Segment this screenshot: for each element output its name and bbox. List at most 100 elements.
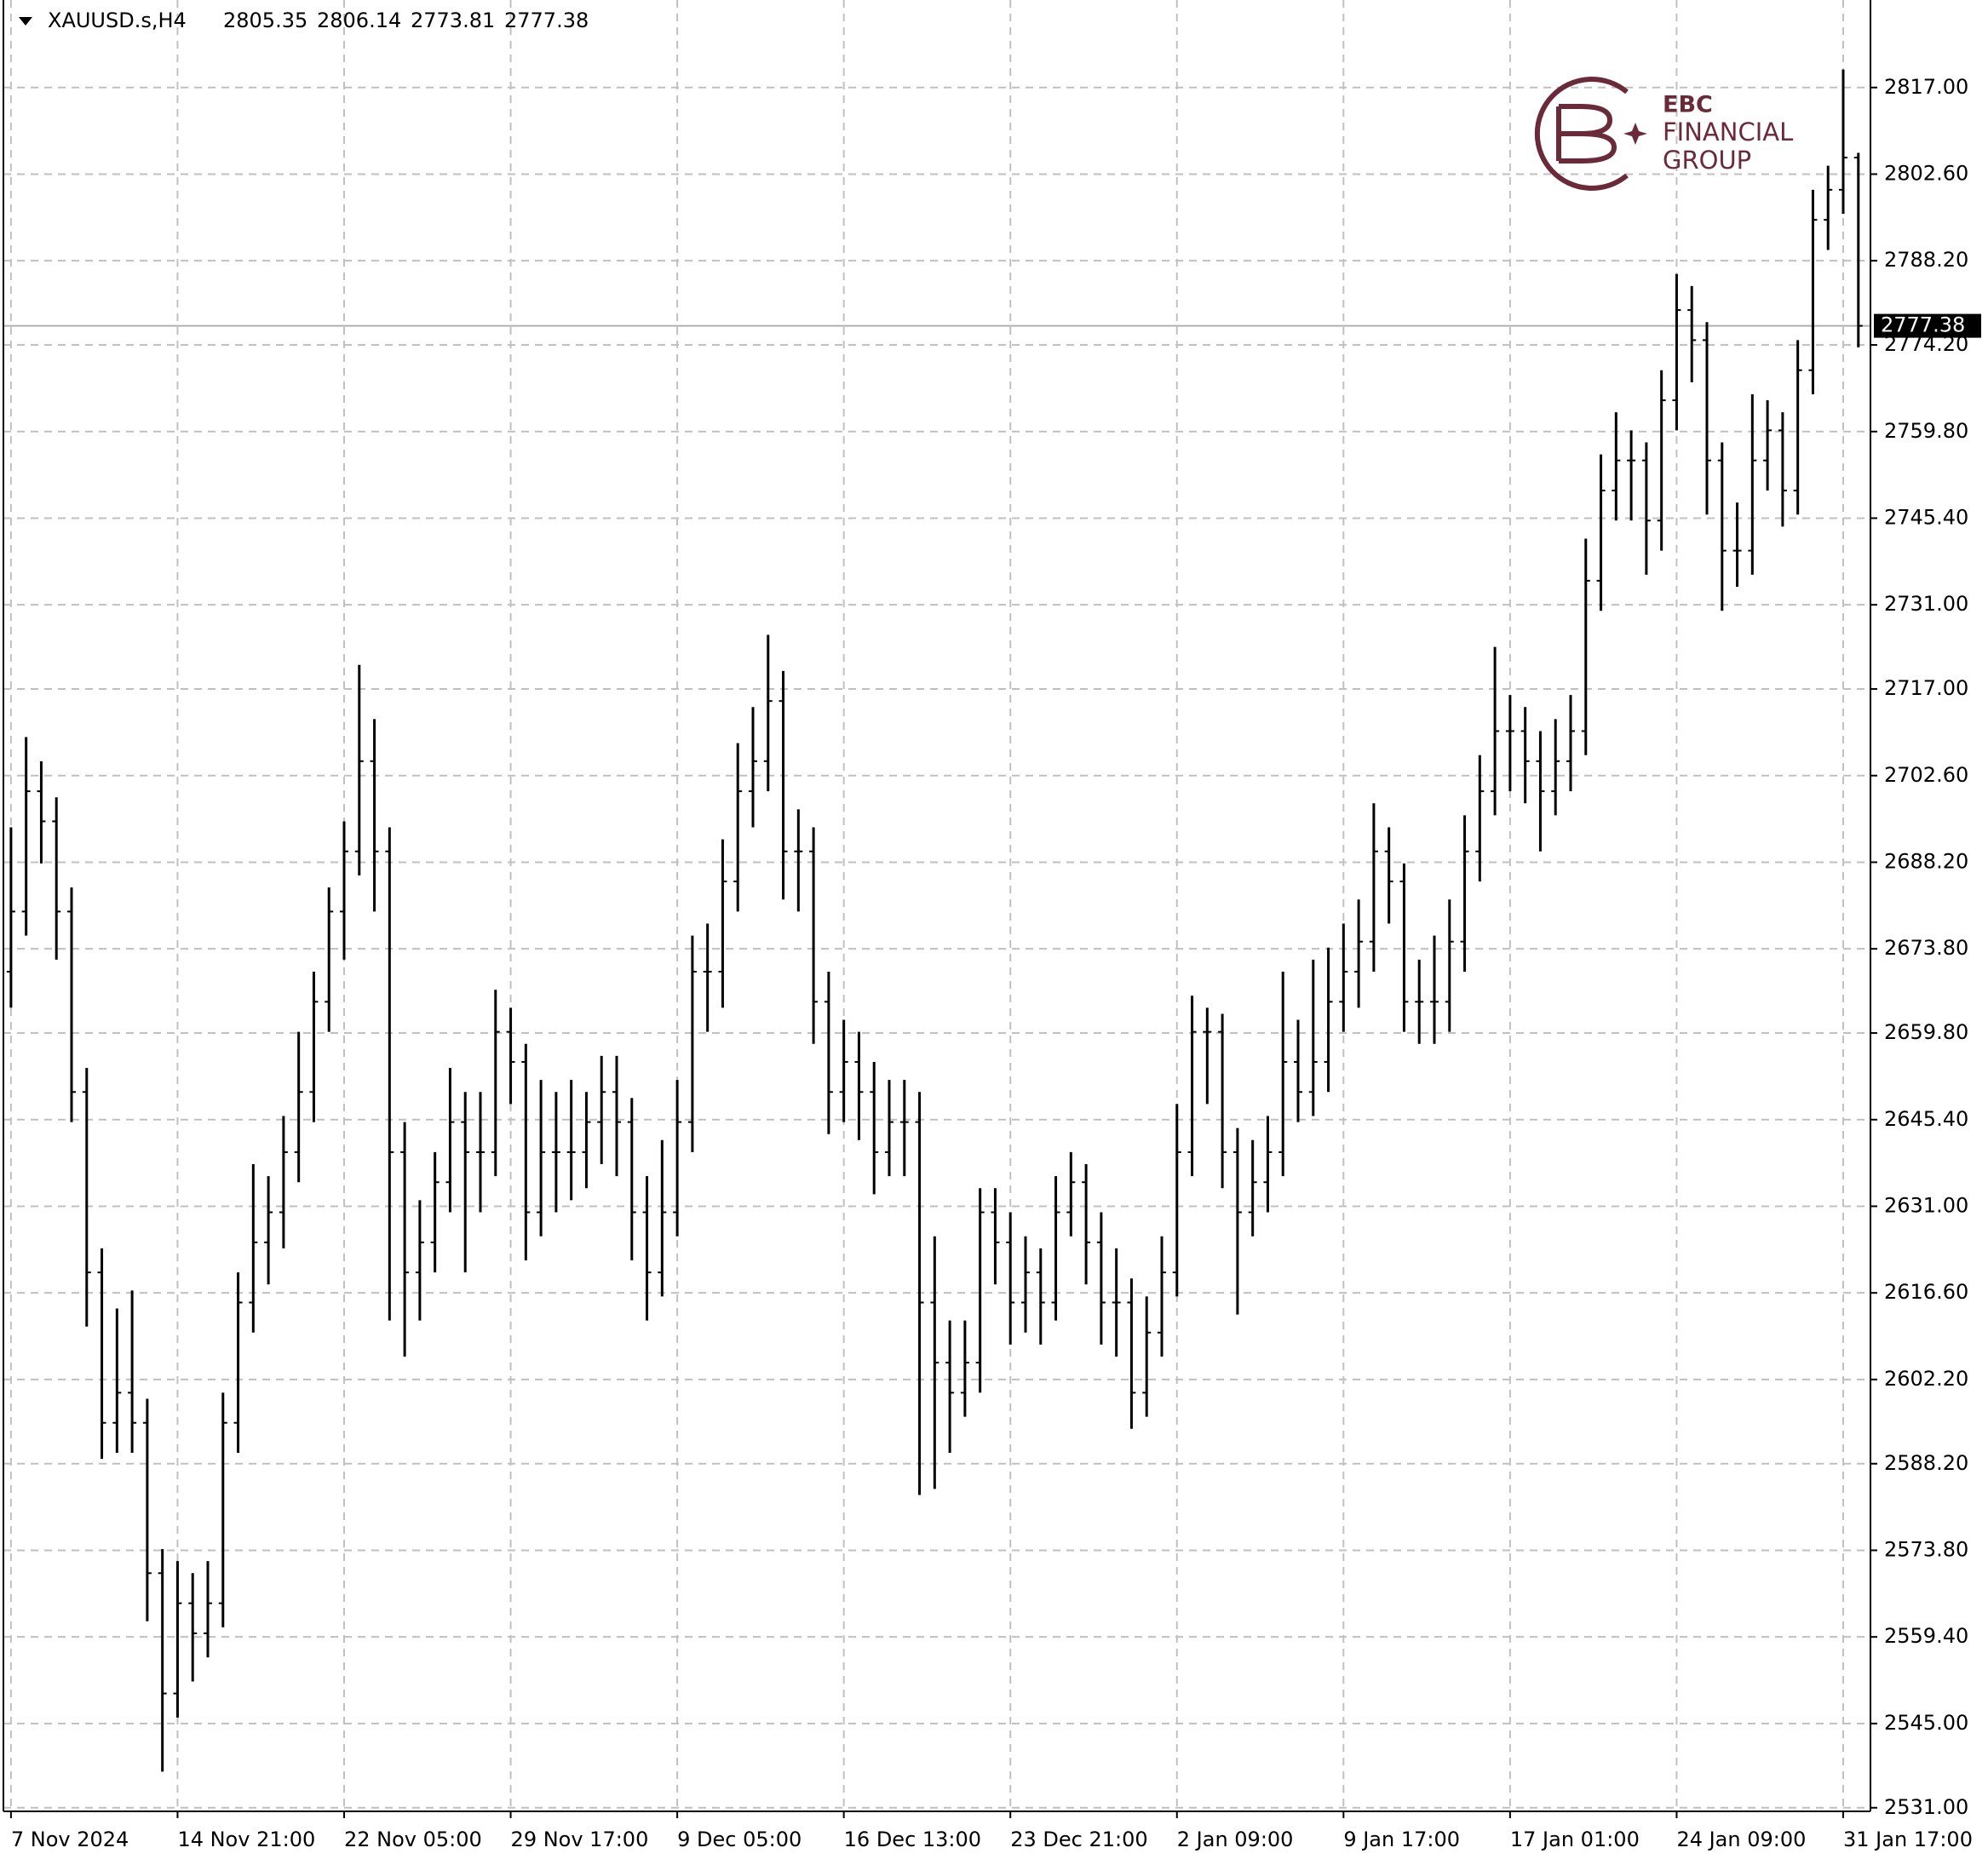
ohlc-bar [158,1549,167,1772]
ohlc-bar [612,1055,621,1177]
ohlc-bar [809,827,819,1044]
ohlc-bar [991,1188,1000,1285]
ohlc-bar [415,1200,424,1321]
logo-mark [1556,104,1617,164]
header-close: 2777.38 [504,9,589,32]
ohlc-bar [506,1007,515,1105]
ohlc-bar [1551,719,1560,816]
ohlc-bar [1445,899,1454,1032]
y-tick-label: 2573.80 [1884,1537,1968,1561]
y-tick-label: 2759.80 [1884,419,1968,443]
y-tick-label: 2731.00 [1884,592,1968,616]
ohlc-bar [597,1055,606,1165]
ohlc-bar [687,935,697,1152]
ohlc-bar [1248,1139,1257,1237]
ohlc-bar [21,737,31,936]
ohlc-bar [1808,189,1818,394]
ohlc-bar [1232,1128,1242,1315]
y-tick-label: 2717.00 [1884,676,1968,700]
logo-star [1623,123,1647,145]
ohlc-bar [673,1080,682,1237]
ohlc-bar [1172,1104,1181,1297]
ohlc-bar [1112,1248,1121,1357]
ohlc-bar [582,1092,591,1189]
y-tick-label: 2631.00 [1884,1193,1968,1217]
ohlc-bar [1142,1296,1152,1417]
ohlc-bar [476,1092,485,1213]
ohlc-bar [1612,412,1621,521]
ohlc-bar [566,1080,576,1201]
ohlc-bar [975,1188,985,1393]
y-tick-label: 2645.40 [1884,1107,1968,1131]
ohlc-bar [1203,1007,1212,1105]
ohlc-bar [1324,947,1333,1093]
logo-text: GROUP [1663,146,1751,175]
ohlc-bar [1187,996,1197,1177]
ohlc-bar [1732,502,1742,587]
ohlc-bar [824,972,833,1134]
y-tick-label: 2688.20 [1884,849,1968,873]
ohlc-bar [733,743,743,912]
ohlc-bar [6,827,15,1008]
ohlc-bar [97,1248,106,1460]
ohlc-bar [749,707,757,828]
ohlc-bar [1475,755,1485,882]
ohlc-bar [854,1031,864,1140]
ohlc-bar [294,1031,303,1183]
ohlc-bar [1384,827,1393,924]
ohlc-bar [1051,1176,1060,1321]
ohlc-bar [1339,923,1348,1032]
ohlc-bar [1717,442,1727,611]
ohlc-bar [1036,1248,1045,1345]
ohlc-bar [1505,695,1514,792]
ohlc-bar [1158,1236,1166,1357]
ohlc-bar [400,1122,410,1357]
header-high: 2806.14 [317,9,401,32]
ohlc-bar [642,1176,652,1321]
ohlc-bar [870,1061,879,1195]
ohlc-bar [1763,400,1773,491]
ohlc-bar [521,1043,531,1261]
ohlc-bar [142,1398,152,1621]
x-tick-label: 14 Nov 21:00 [177,1828,315,1851]
ohlc-bar [279,1116,288,1248]
ohlc-bar [204,1561,212,1658]
logo-text: EBC [1663,92,1713,118]
y-tick-label: 2673.80 [1884,936,1968,960]
ohlc-bar [1294,1019,1302,1122]
x-tick-label: 9 Dec 05:00 [677,1828,802,1851]
x-tick-label: 7 Nov 2024 [11,1828,129,1851]
ohlc-bar [1066,1151,1076,1237]
ohlc-bar [1687,285,1697,382]
ohlc-bar [915,1092,924,1495]
ohlc-bar [128,1290,137,1454]
y-tick-label: 2545.00 [1884,1711,1968,1735]
ohlc-bar [1672,273,1681,431]
header: XAUUSD.s,H4 2805.35 2806.14 2773.81 2777… [19,9,589,32]
ohlc-bar [1460,815,1469,973]
ohlc-bar [1778,412,1787,527]
ohlc-bar [960,1320,969,1417]
ohlc-bar [309,972,319,1122]
ohlc-bar [1127,1278,1136,1429]
bars [6,69,1863,1772]
x-tick-label: 24 Jan 09:00 [1676,1828,1806,1851]
ohlc-bar [1218,1013,1227,1189]
ohlc-bar [233,1272,243,1454]
ohlc-bar [491,990,500,1177]
price-label: 2777.38 [1881,313,1965,337]
ohlc-bar [1703,322,1711,515]
x-tick-label: 22 Nov 05:00 [344,1828,482,1851]
y-tick-label: 2616.60 [1884,1280,1968,1304]
ohlc-bar [112,1308,122,1454]
y-tick-label: 2531.00 [1884,1795,1968,1819]
ohlc-bar [325,887,334,1032]
ohlc-bar [461,1092,470,1273]
ohlc-bar [779,670,788,900]
ohlc-bar [1308,959,1318,1116]
ohlc-bar [1006,1212,1015,1345]
x-tick-label: 31 Jan 17:00 [1843,1828,1973,1851]
ohlc-bar [385,827,394,1321]
